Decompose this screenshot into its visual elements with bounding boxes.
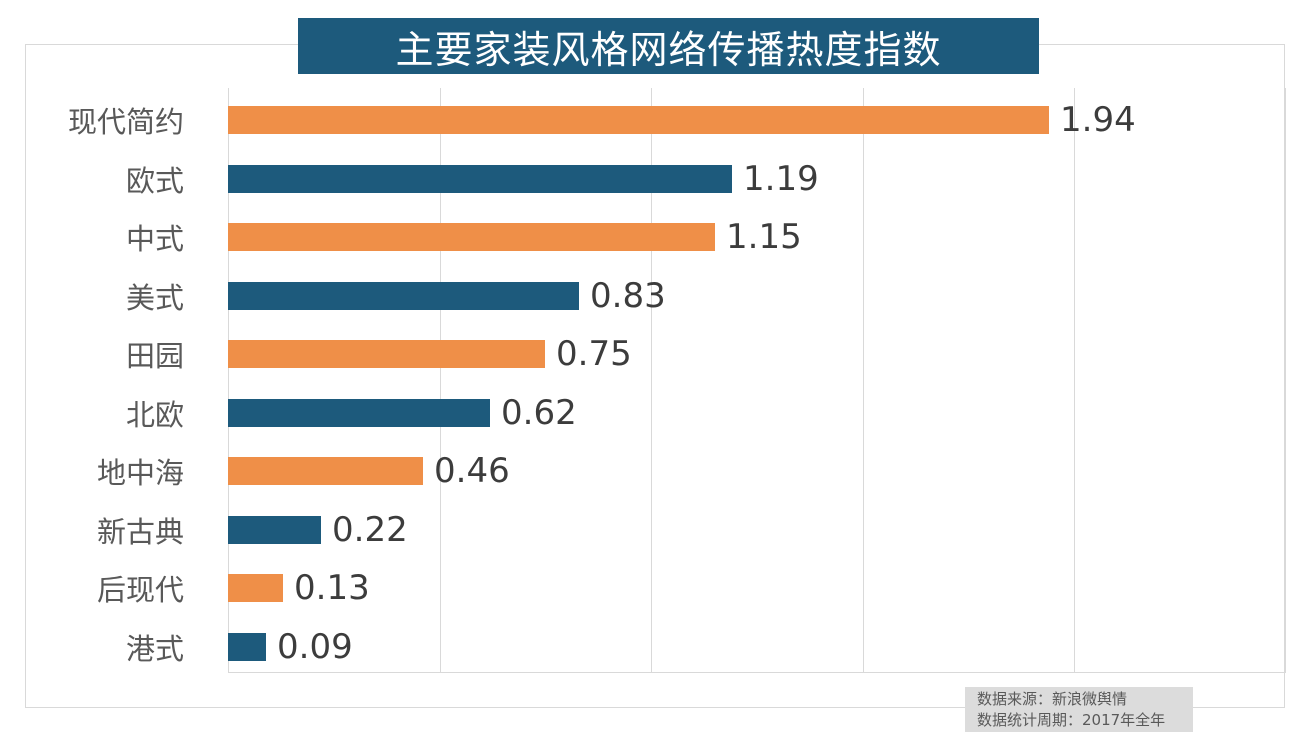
bar-row: 0.13 xyxy=(228,556,1286,615)
source-note-line2: 数据统计周期：2017年全年 xyxy=(977,711,1166,729)
bar-row: 1.15 xyxy=(228,205,1286,264)
bar-row: 0.75 xyxy=(228,322,1286,381)
gridline-x-2.0 xyxy=(1074,88,1075,673)
gridline-x-0.0 xyxy=(228,88,229,673)
x-axis-baseline xyxy=(228,672,1286,673)
value-label: 1.19 xyxy=(743,158,819,199)
source-note: 数据来源：新浪微舆情 数据统计周期：2017年全年 xyxy=(965,687,1193,732)
bar xyxy=(228,398,490,427)
plot-area: 1.94 1.19 1.15 0.83 0.75 0.62 0.46 0.22 0.13 0.09 xyxy=(228,88,1286,673)
chart-title-box: 主要家装风格网络传播热度指数 xyxy=(298,18,1039,74)
bar xyxy=(228,106,1049,135)
chart-title: 主要家装风格网络传播热度指数 xyxy=(395,27,942,72)
gridline-x-2.5 xyxy=(1285,88,1286,673)
bar-row: 0.09 xyxy=(228,615,1286,674)
value-label: 0.46 xyxy=(434,451,510,492)
category-label: 港式 xyxy=(125,631,184,666)
bar xyxy=(228,632,266,661)
bar xyxy=(228,574,283,603)
category-label: 现代简约 xyxy=(67,105,184,140)
source-note-line1: 数据来源：新浪微舆情 xyxy=(977,690,1128,708)
category-label: 田园 xyxy=(125,339,184,374)
gridline-x-0.5 xyxy=(440,88,441,673)
gridline-x-1.5 xyxy=(863,88,864,673)
gridline-x-1.0 xyxy=(651,88,652,673)
category-label: 地中海 xyxy=(96,456,184,491)
category-label: 新古典 xyxy=(96,514,184,549)
value-label: 0.09 xyxy=(277,626,353,667)
value-label: 0.22 xyxy=(332,509,408,550)
category-label: 北欧 xyxy=(125,397,184,432)
bar-row: 1.94 xyxy=(228,88,1286,147)
category-label: 美式 xyxy=(125,280,184,315)
bar-row: 0.46 xyxy=(228,439,1286,498)
bar-row: 1.19 xyxy=(228,147,1286,206)
bar xyxy=(228,515,321,544)
value-label: 0.13 xyxy=(294,568,370,609)
bar-row: 0.62 xyxy=(228,381,1286,440)
bar xyxy=(228,223,715,252)
value-label: 0.62 xyxy=(501,392,577,433)
value-label: 1.94 xyxy=(1060,100,1136,141)
category-label: 中式 xyxy=(125,222,184,257)
value-label: 0.75 xyxy=(556,334,632,375)
bar-row: 0.22 xyxy=(228,498,1286,557)
value-label: 0.83 xyxy=(590,275,666,316)
category-label: 后现代 xyxy=(96,573,184,608)
bar-row: 0.83 xyxy=(228,264,1286,323)
category-axis: 现代简约欧式中式美式田园北欧地中海新古典后现代港式 xyxy=(0,88,184,673)
bar xyxy=(228,281,579,310)
bar xyxy=(228,164,732,193)
bar xyxy=(228,457,423,486)
bar xyxy=(228,340,545,369)
category-label: 欧式 xyxy=(125,163,184,198)
value-label: 1.15 xyxy=(726,217,802,258)
